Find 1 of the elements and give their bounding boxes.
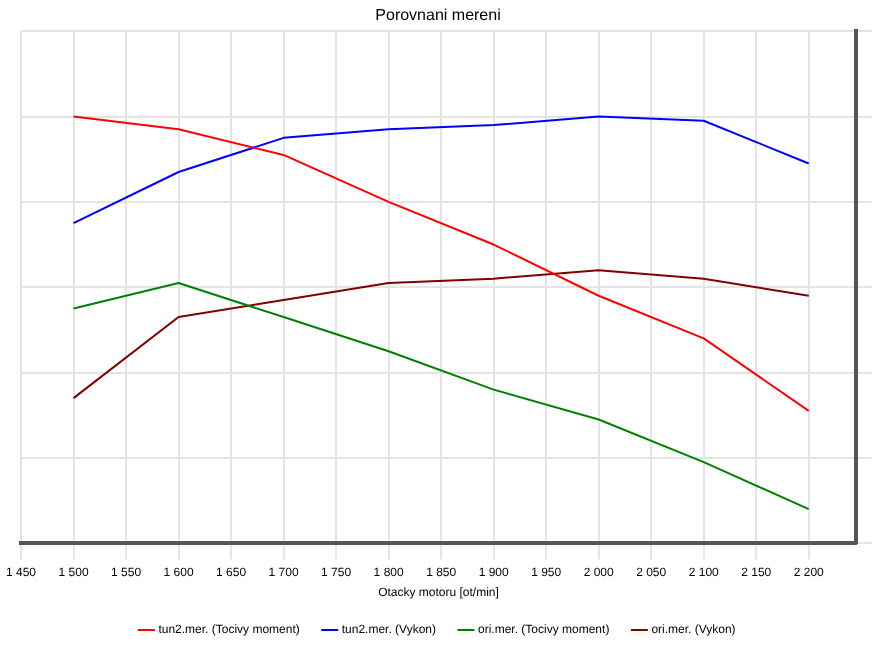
- chart-title: Porovnani mereni: [375, 6, 502, 25]
